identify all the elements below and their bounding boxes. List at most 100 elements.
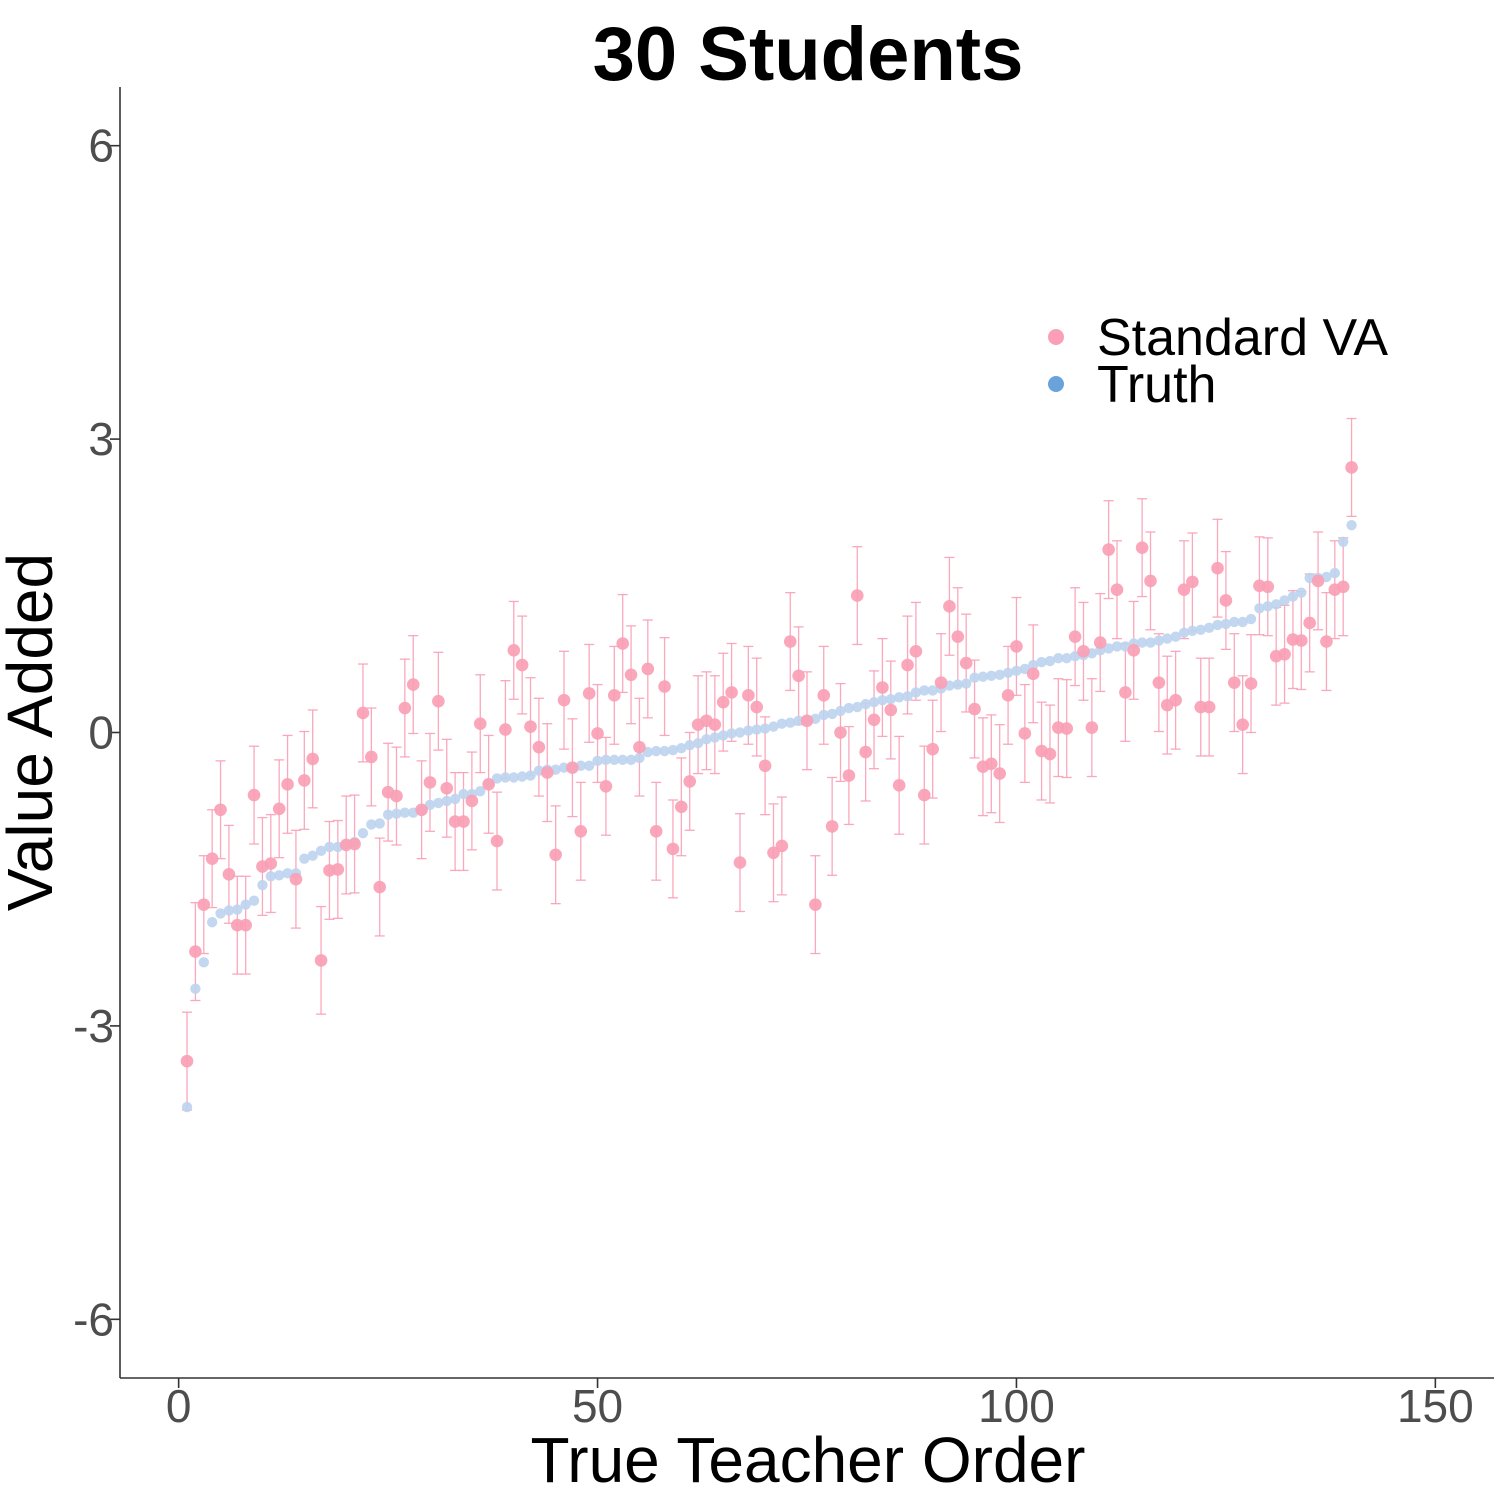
series-standard-va xyxy=(180,461,1358,1068)
standard-va-point xyxy=(683,775,697,788)
standard-va-point xyxy=(373,880,387,894)
standard-va-point xyxy=(499,723,512,736)
standard-va-point xyxy=(767,846,780,860)
truth-point xyxy=(1237,616,1248,628)
standard-va-point xyxy=(1093,636,1107,649)
truth-point xyxy=(818,709,829,721)
truth-point xyxy=(625,754,637,766)
standard-va-point xyxy=(1219,594,1233,607)
truth-point xyxy=(868,696,880,708)
standard-va-point xyxy=(582,687,596,700)
standard-va-point xyxy=(1144,574,1157,588)
y-tick-label: 3 xyxy=(88,413,114,465)
standard-va-point xyxy=(641,662,655,676)
standard-va-point xyxy=(1295,634,1308,647)
truth-point xyxy=(1220,618,1232,630)
standard-va-point xyxy=(792,669,805,683)
standard-va-point xyxy=(633,740,646,754)
standard-va-point xyxy=(557,693,571,707)
truth-point xyxy=(441,795,452,807)
truth-point xyxy=(1203,622,1215,634)
standard-va-point xyxy=(1026,667,1040,681)
truth-point xyxy=(240,899,251,910)
truth-point xyxy=(692,738,704,749)
x-axis-ticks: 0 50 100 150 xyxy=(166,1378,1474,1432)
truth-point xyxy=(366,819,377,830)
standard-va-point xyxy=(750,700,764,714)
standard-va-point xyxy=(473,717,487,730)
truth-point xyxy=(382,809,394,820)
standard-va-point xyxy=(314,954,328,967)
truth-point xyxy=(223,905,235,916)
truth-point xyxy=(1136,637,1148,648)
truth-point xyxy=(516,771,528,782)
standard-va-point xyxy=(289,872,303,886)
standard-va-point xyxy=(1119,686,1132,699)
y-tick-label: -3 xyxy=(73,1000,114,1052)
truth-point xyxy=(357,828,369,839)
truth-point xyxy=(198,957,209,968)
truth-point xyxy=(600,754,612,766)
standard-va-point xyxy=(365,750,378,764)
truth-point xyxy=(1170,631,1181,642)
truth-point xyxy=(1002,667,1014,679)
truth-point xyxy=(718,730,729,741)
chart-title: 30 Students xyxy=(593,12,1024,97)
standard-va-point xyxy=(1186,575,1199,589)
standard-va-point xyxy=(733,856,747,869)
truth-point xyxy=(650,745,662,757)
truth-point xyxy=(952,679,964,690)
standard-va-point xyxy=(985,757,998,771)
truth-point xyxy=(667,744,679,756)
standard-va-point xyxy=(825,820,839,833)
standard-va-point xyxy=(934,676,948,689)
standard-va-point xyxy=(180,1054,194,1068)
standard-va-point xyxy=(1202,700,1216,714)
truth-point xyxy=(1145,637,1156,648)
truth-point xyxy=(676,742,687,754)
standard-va-point xyxy=(465,794,479,808)
truth-point xyxy=(609,754,620,766)
standard-va-point xyxy=(222,868,236,881)
standard-va-point xyxy=(331,863,345,876)
y-tick-label: 6 xyxy=(88,120,114,172)
standard-va-point xyxy=(298,774,311,787)
truth-point xyxy=(969,672,980,683)
legend-swatch-standard-va xyxy=(1048,329,1064,345)
standard-va-point xyxy=(457,815,470,828)
x-axis-title: True Teacher Order xyxy=(531,1424,1086,1496)
standard-va-point xyxy=(1311,574,1325,588)
standard-va-point xyxy=(608,689,621,702)
truth-point xyxy=(1270,599,1282,610)
truth-point xyxy=(1178,627,1190,638)
truth-point xyxy=(583,760,595,771)
truth-point xyxy=(826,708,838,720)
truth-point xyxy=(232,904,243,915)
truth-point xyxy=(1011,665,1022,677)
standard-va-point xyxy=(348,837,361,851)
legend-swatch-truth xyxy=(1048,376,1064,392)
y-axis-ticks: -6 -3 0 3 6 xyxy=(73,120,120,1345)
truth-point xyxy=(248,895,260,906)
standard-va-point xyxy=(783,635,797,648)
standard-va-point xyxy=(926,742,939,756)
standard-va-point xyxy=(909,645,923,658)
standard-va-point xyxy=(1169,693,1182,707)
truth-point xyxy=(843,702,855,714)
truth-point xyxy=(491,773,503,784)
x-tick-label: 0 xyxy=(166,1380,192,1432)
standard-va-point xyxy=(1227,676,1241,689)
truth-point xyxy=(1262,601,1273,612)
truth-point xyxy=(709,732,721,743)
truth-point xyxy=(684,740,695,751)
standard-va-point xyxy=(1110,583,1124,597)
truth-point xyxy=(1212,619,1223,631)
standard-va-point xyxy=(1043,747,1057,761)
truth-point xyxy=(994,669,1005,680)
truth-point xyxy=(1103,643,1114,654)
standard-va-point xyxy=(214,803,227,817)
standard-va-point xyxy=(859,745,872,759)
plot-area xyxy=(180,417,1358,1113)
standard-va-point xyxy=(867,713,881,727)
standard-va-point xyxy=(566,761,579,775)
